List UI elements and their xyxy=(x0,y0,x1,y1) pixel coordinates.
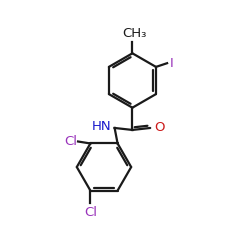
Text: O: O xyxy=(154,121,164,134)
Text: Cl: Cl xyxy=(64,134,77,147)
Text: Cl: Cl xyxy=(84,206,97,219)
Text: HN: HN xyxy=(92,120,111,133)
Text: I: I xyxy=(170,57,174,70)
Text: CH₃: CH₃ xyxy=(122,27,146,40)
